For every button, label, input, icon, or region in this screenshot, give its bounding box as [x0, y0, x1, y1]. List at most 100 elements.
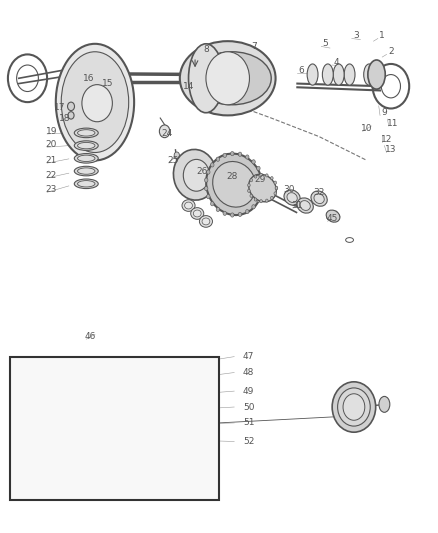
- Ellipse shape: [213, 161, 256, 207]
- Ellipse shape: [65, 393, 81, 410]
- Ellipse shape: [117, 407, 131, 420]
- Ellipse shape: [180, 41, 276, 115]
- Circle shape: [246, 155, 249, 159]
- Text: 8: 8: [203, 45, 209, 54]
- Text: 51: 51: [243, 418, 254, 427]
- Circle shape: [250, 194, 253, 197]
- Ellipse shape: [74, 141, 98, 150]
- Text: 45: 45: [326, 214, 338, 223]
- Text: 14: 14: [183, 82, 194, 91]
- Ellipse shape: [322, 64, 333, 85]
- Circle shape: [64, 370, 73, 381]
- Ellipse shape: [53, 440, 62, 448]
- Text: 49: 49: [243, 386, 254, 395]
- Ellipse shape: [182, 200, 195, 212]
- Circle shape: [265, 199, 268, 202]
- Circle shape: [184, 159, 209, 191]
- Ellipse shape: [332, 382, 376, 432]
- Text: 31: 31: [292, 201, 303, 210]
- Text: 30: 30: [283, 185, 294, 194]
- Circle shape: [260, 173, 262, 176]
- Ellipse shape: [314, 193, 324, 204]
- Circle shape: [119, 423, 125, 430]
- Circle shape: [211, 201, 214, 206]
- Circle shape: [252, 160, 255, 164]
- Ellipse shape: [60, 367, 77, 384]
- Ellipse shape: [78, 155, 95, 161]
- Circle shape: [207, 170, 210, 174]
- Circle shape: [216, 207, 220, 212]
- Circle shape: [238, 152, 242, 156]
- Ellipse shape: [364, 64, 374, 85]
- Circle shape: [238, 212, 242, 216]
- Circle shape: [159, 125, 170, 138]
- Ellipse shape: [379, 397, 390, 413]
- Text: 26: 26: [196, 166, 207, 175]
- Ellipse shape: [116, 395, 122, 406]
- Circle shape: [207, 195, 210, 199]
- Circle shape: [92, 434, 99, 443]
- Circle shape: [223, 211, 226, 215]
- Circle shape: [230, 213, 234, 217]
- Ellipse shape: [193, 210, 201, 217]
- Ellipse shape: [326, 210, 340, 222]
- Circle shape: [271, 176, 273, 180]
- Circle shape: [205, 187, 208, 191]
- Circle shape: [247, 184, 250, 187]
- Circle shape: [343, 394, 365, 420]
- Ellipse shape: [61, 52, 129, 152]
- Ellipse shape: [199, 216, 212, 227]
- Circle shape: [260, 174, 263, 178]
- Text: 6: 6: [299, 66, 304, 75]
- Text: 10: 10: [361, 124, 373, 133]
- Circle shape: [205, 178, 208, 182]
- Text: 21: 21: [46, 156, 57, 165]
- Circle shape: [93, 398, 97, 403]
- Ellipse shape: [74, 179, 98, 189]
- Text: 48: 48: [243, 368, 254, 377]
- Text: 18: 18: [59, 114, 70, 123]
- Ellipse shape: [74, 128, 98, 138]
- Circle shape: [122, 370, 128, 377]
- Ellipse shape: [78, 130, 95, 136]
- Circle shape: [247, 189, 250, 192]
- Circle shape: [67, 102, 74, 111]
- Ellipse shape: [32, 440, 41, 448]
- Ellipse shape: [43, 450, 51, 459]
- Ellipse shape: [53, 450, 62, 459]
- Ellipse shape: [333, 64, 344, 85]
- Text: 12: 12: [381, 135, 392, 144]
- Ellipse shape: [43, 440, 51, 448]
- Ellipse shape: [185, 202, 192, 209]
- Circle shape: [88, 430, 102, 447]
- Text: 13: 13: [385, 146, 397, 155]
- Ellipse shape: [338, 388, 370, 426]
- Ellipse shape: [297, 198, 313, 213]
- Circle shape: [32, 362, 41, 373]
- Circle shape: [274, 181, 276, 184]
- Text: 50: 50: [243, 402, 254, 411]
- Circle shape: [261, 182, 264, 187]
- Ellipse shape: [117, 380, 130, 394]
- Circle shape: [28, 358, 44, 377]
- Text: 32: 32: [314, 188, 325, 197]
- Text: 15: 15: [102, 79, 114, 88]
- Circle shape: [32, 413, 41, 423]
- Circle shape: [35, 379, 54, 403]
- Text: 16: 16: [83, 74, 94, 83]
- Circle shape: [68, 112, 74, 119]
- Text: 2: 2: [388, 47, 394, 56]
- Ellipse shape: [30, 374, 60, 408]
- Text: 1: 1: [379, 31, 385, 41]
- Ellipse shape: [188, 44, 223, 113]
- Circle shape: [117, 410, 125, 420]
- Ellipse shape: [287, 192, 297, 203]
- Text: 7: 7: [251, 42, 257, 51]
- Circle shape: [261, 182, 264, 187]
- Circle shape: [82, 85, 113, 122]
- Circle shape: [28, 408, 44, 427]
- Text: 22: 22: [46, 171, 57, 180]
- Circle shape: [69, 397, 78, 407]
- Ellipse shape: [193, 52, 271, 105]
- Circle shape: [265, 174, 268, 177]
